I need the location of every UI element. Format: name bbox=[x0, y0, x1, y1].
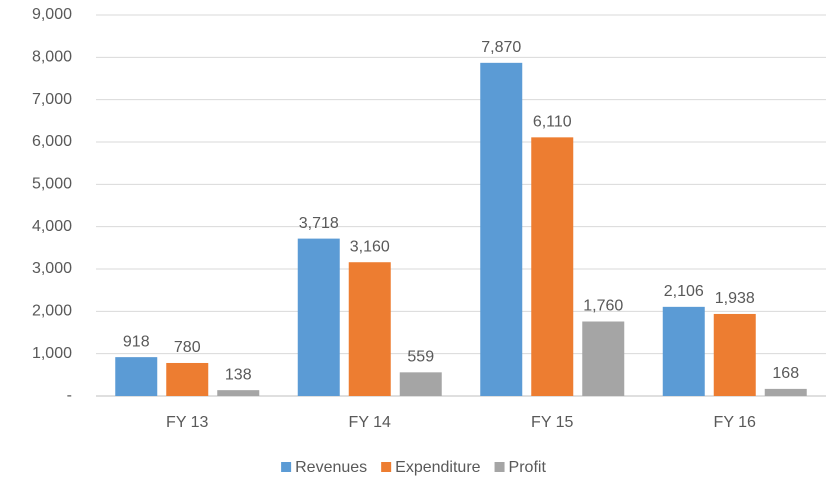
x-tick-label: FY 16 bbox=[714, 414, 757, 431]
bar bbox=[480, 62, 523, 396]
bar bbox=[217, 390, 260, 396]
y-tick-label: 3,000 bbox=[32, 260, 72, 277]
x-tick-label: FY 14 bbox=[349, 414, 392, 431]
data-label: 3,160 bbox=[350, 238, 390, 255]
y-tick-label: 4,000 bbox=[32, 218, 72, 235]
bar bbox=[713, 313, 756, 396]
bar bbox=[399, 372, 442, 396]
legend-swatch bbox=[494, 462, 505, 472]
bar bbox=[764, 388, 807, 396]
y-tick-label: 6,000 bbox=[32, 133, 72, 150]
y-tick-label: 9,000 bbox=[32, 6, 72, 23]
data-label: 168 bbox=[772, 365, 799, 382]
y-tick-label: - bbox=[67, 387, 72, 404]
y-tick-label: 5,000 bbox=[32, 176, 72, 193]
bar bbox=[348, 262, 391, 396]
legend-label: Expenditure bbox=[395, 459, 480, 476]
data-label: 138 bbox=[225, 366, 252, 383]
bar bbox=[662, 306, 705, 396]
x-tick-label: FY 15 bbox=[531, 414, 574, 431]
bar bbox=[297, 238, 340, 396]
data-label: 918 bbox=[123, 333, 150, 350]
data-label: 559 bbox=[407, 349, 434, 366]
data-label: 2,106 bbox=[664, 283, 704, 300]
y-tick-label: 1,000 bbox=[32, 345, 72, 362]
data-label: 6,110 bbox=[533, 114, 572, 131]
data-label: 780 bbox=[174, 339, 201, 356]
data-label: 1,938 bbox=[715, 290, 755, 307]
bar bbox=[531, 137, 574, 397]
legend-label: Revenues bbox=[295, 459, 367, 476]
bar bbox=[166, 362, 209, 396]
legend-swatch bbox=[381, 462, 392, 472]
bar bbox=[115, 357, 158, 396]
legend-swatch bbox=[281, 462, 292, 472]
y-tick-label: 7,000 bbox=[32, 91, 72, 108]
x-tick-label: FY 13 bbox=[166, 414, 209, 431]
y-tick-label: 8,000 bbox=[32, 49, 72, 66]
data-label: 1,760 bbox=[583, 298, 623, 315]
y-tick-label: 2,000 bbox=[32, 303, 72, 320]
data-label: 7,870 bbox=[481, 39, 521, 56]
data-label: 3,718 bbox=[299, 215, 339, 232]
bar bbox=[582, 321, 625, 396]
legend-label: Profit bbox=[509, 459, 547, 476]
